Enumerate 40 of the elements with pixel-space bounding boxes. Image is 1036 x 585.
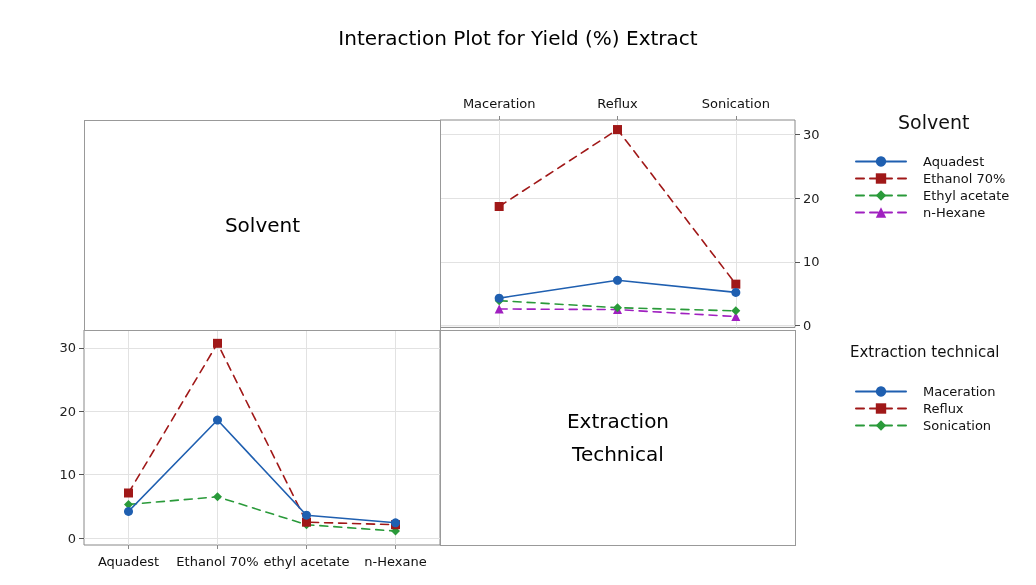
x-tick-label: Aquadest (97, 554, 160, 569)
legend-label: Reflux (923, 401, 964, 416)
point (213, 338, 222, 348)
chart-title: Interaction Plot for Yield (%) Extract (337, 26, 699, 50)
legend-title: Extraction technical (850, 342, 1000, 361)
x-tick-label: Maceration (462, 96, 536, 111)
x-tick-label: n-Hexane (364, 554, 427, 569)
point (213, 492, 222, 502)
point (613, 125, 622, 135)
point (124, 499, 133, 509)
legend-label: Ethanol 70% (923, 171, 1006, 186)
legend-label: Maceration (923, 384, 996, 399)
legend-label: Aquadest (923, 154, 985, 169)
point (213, 415, 222, 425)
point (613, 275, 622, 285)
point (731, 287, 741, 297)
y-tick-label: 10 (803, 254, 820, 270)
y-tick-label: 20 (59, 403, 76, 419)
point (731, 306, 741, 316)
x-tick-label: Ethanol 70% (176, 554, 259, 569)
x-tick-label: ethyl acetate (263, 554, 350, 569)
x-tick-label: Reflux (597, 96, 639, 111)
legend-label: Ethyl acetate (923, 188, 1010, 203)
y-tick-label: 30 (803, 127, 820, 143)
point (124, 506, 133, 516)
text: Solvent (224, 212, 301, 239)
y-tick-label: 10 (59, 467, 76, 483)
legend-label: n-Hexane (923, 205, 986, 220)
legend-title: Solvent (898, 110, 970, 133)
y-tick-label: 0 (803, 318, 812, 333)
x-tick-label: Sonication (701, 96, 770, 111)
point (731, 279, 741, 289)
text: Extraction Technical (565, 408, 671, 468)
y-tick-label: 30 (59, 340, 76, 356)
legend-label: Sonication (923, 418, 992, 433)
y-tick-label: 20 (803, 190, 820, 206)
point (494, 202, 504, 212)
point (302, 510, 311, 520)
y-tick-label: 0 (67, 530, 76, 546)
point (124, 488, 133, 498)
